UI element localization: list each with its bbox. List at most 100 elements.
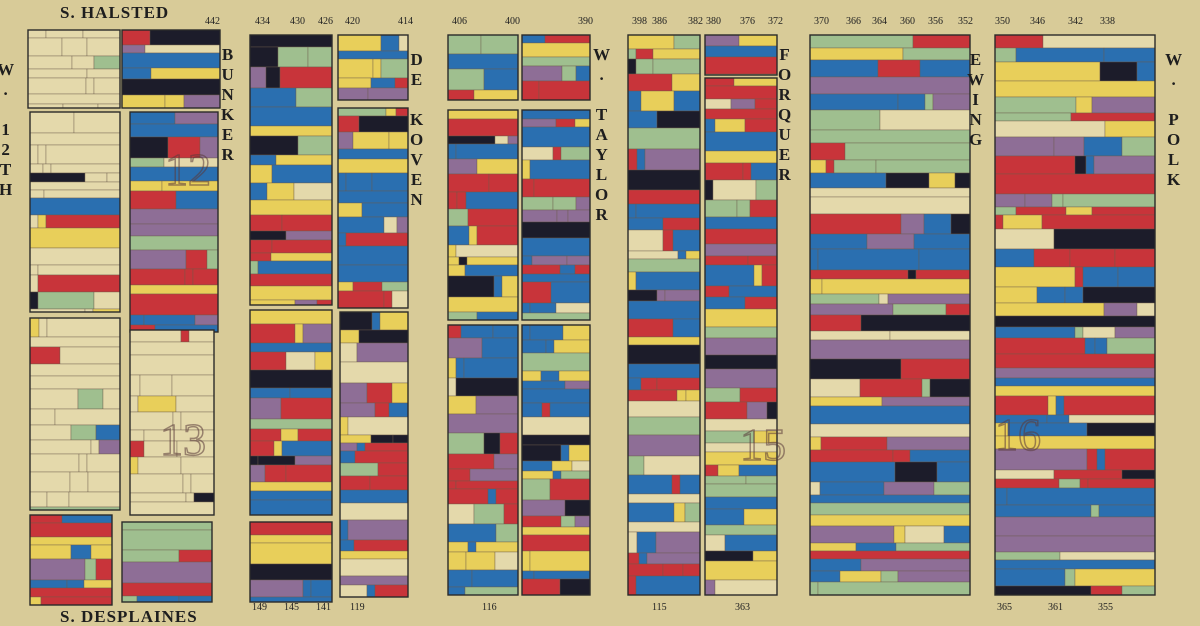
city-block <box>994 34 1156 596</box>
parcel <box>90 544 113 560</box>
parcel <box>1042 34 1156 49</box>
parcel <box>912 34 971 49</box>
parcel <box>1136 302 1156 317</box>
parcel <box>994 228 1055 250</box>
house-number: 376 <box>740 16 755 27</box>
parcel <box>1033 248 1071 268</box>
parcel <box>809 187 971 198</box>
parcel <box>833 159 877 174</box>
house-number: 398 <box>632 16 647 27</box>
parcel <box>29 408 56 426</box>
parcel <box>564 499 591 517</box>
parcel <box>994 214 1004 230</box>
parcel <box>521 196 554 211</box>
parcel <box>521 444 562 462</box>
parcel <box>69 471 89 493</box>
parcel <box>676 389 687 402</box>
parcel <box>87 471 121 493</box>
parcel <box>302 579 312 598</box>
parcel <box>889 330 971 341</box>
parcel <box>37 291 95 310</box>
parcel <box>339 502 409 521</box>
parcel <box>339 402 376 418</box>
parcel <box>447 503 475 525</box>
parcel <box>574 264 591 275</box>
parcel <box>447 264 466 277</box>
parcel <box>73 111 121 134</box>
house-number: 119 <box>350 602 365 613</box>
parcel <box>121 94 166 109</box>
parcel <box>121 561 213 584</box>
parcel <box>337 216 385 234</box>
house-number: 115 <box>652 602 667 613</box>
house-number: 442 <box>205 16 220 27</box>
parcel <box>27 93 121 105</box>
parcel <box>37 214 47 229</box>
parcel <box>29 291 39 310</box>
parcel <box>370 77 396 89</box>
parcel <box>994 286 1038 304</box>
parcel <box>1091 96 1156 114</box>
parcel <box>728 285 778 298</box>
house-number: 364 <box>872 16 887 27</box>
parcel <box>447 118 519 137</box>
parcel <box>471 569 519 588</box>
parcel <box>353 539 409 552</box>
parcel <box>627 48 637 60</box>
parcel <box>1091 206 1156 216</box>
parcel <box>455 244 519 258</box>
parcel <box>809 570 841 583</box>
parcel <box>249 418 333 430</box>
parcel <box>809 233 868 250</box>
parcel <box>704 579 716 596</box>
parcel <box>627 336 701 346</box>
parcel <box>40 596 113 606</box>
house-number: 390 <box>578 16 593 27</box>
parcel <box>1069 248 1116 268</box>
parcel <box>175 395 215 413</box>
parcel <box>501 275 519 298</box>
parcel <box>1103 302 1138 317</box>
city-block <box>249 521 333 603</box>
block-outline <box>29 514 113 606</box>
parcel <box>370 434 394 444</box>
parcel <box>337 107 387 117</box>
parcel <box>635 271 701 291</box>
parcel <box>93 77 121 95</box>
parcel <box>45 29 84 39</box>
parcel <box>294 455 333 466</box>
parcel <box>521 80 540 101</box>
parcel <box>371 311 381 331</box>
parcel <box>533 570 591 580</box>
parcel <box>367 87 409 101</box>
parcel <box>358 115 409 133</box>
parcel <box>809 303 894 316</box>
parcel <box>928 172 956 189</box>
parcel <box>550 281 591 304</box>
parcel <box>1074 155 1087 175</box>
parcel <box>730 98 756 110</box>
parcel <box>1099 61 1138 82</box>
parcel <box>954 172 971 189</box>
parcel <box>1058 478 1081 489</box>
parcel <box>521 515 562 528</box>
parcel <box>521 402 543 418</box>
house-number: 380 <box>706 16 721 27</box>
parcel <box>192 268 219 286</box>
parcel <box>809 525 895 544</box>
parcel <box>1051 193 1064 208</box>
parcel <box>70 544 92 560</box>
parcel <box>627 289 658 302</box>
parcel <box>529 550 591 572</box>
parcel <box>273 440 283 457</box>
parcel <box>627 258 701 273</box>
parcel <box>552 146 562 161</box>
parcel <box>924 93 934 111</box>
parcel <box>704 77 735 87</box>
parcel <box>265 66 281 89</box>
street-name: BUNKER <box>218 45 237 165</box>
parcel <box>809 196 971 215</box>
parcel <box>1074 266 1084 288</box>
house-number: 420 <box>345 16 360 27</box>
parcel <box>994 504 1092 518</box>
